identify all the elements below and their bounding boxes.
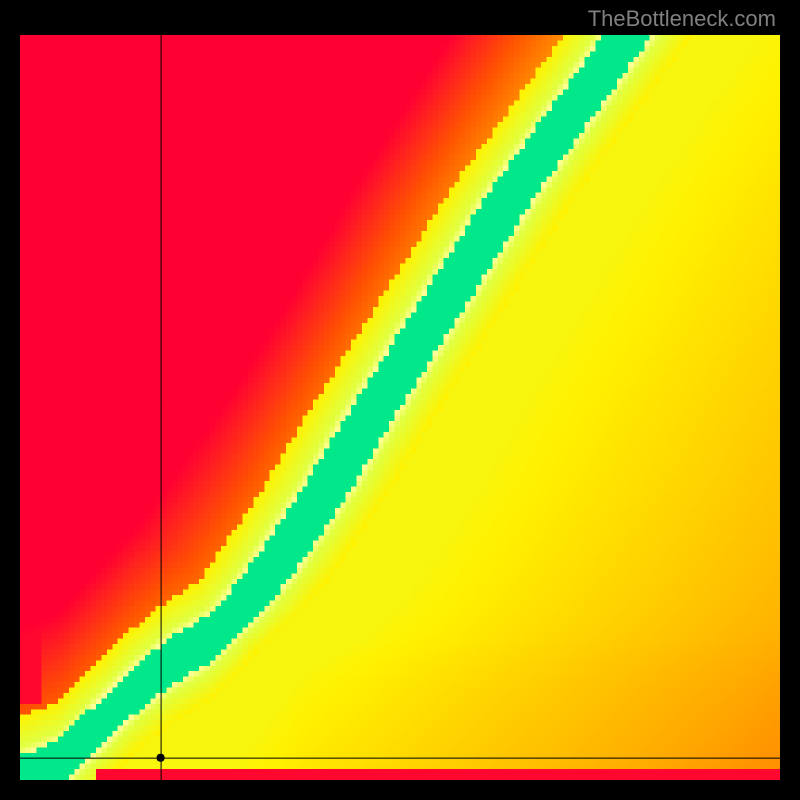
attribution-text: TheBottleneck.com <box>588 6 776 32</box>
bottleneck-heatmap <box>20 35 780 780</box>
crosshair-overlay <box>20 35 780 780</box>
